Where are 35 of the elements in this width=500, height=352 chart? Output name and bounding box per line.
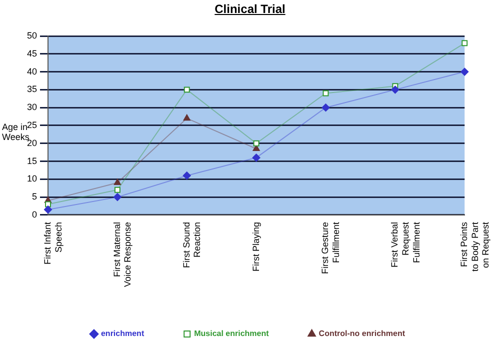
point xyxy=(391,86,400,94)
legend-label: Musical enrichment xyxy=(194,329,270,338)
x-tick-label: First Verbal Request Fulfillment xyxy=(390,221,422,268)
x-tick-label: First Infant Speech xyxy=(42,221,64,264)
x-tick-label: First Maternal Voice Response xyxy=(112,222,133,288)
point xyxy=(114,186,120,193)
point xyxy=(113,193,122,202)
point xyxy=(182,172,191,180)
y-tick-label: 25 xyxy=(26,120,37,130)
x-tick-label: First Points to Body Part on Request xyxy=(459,221,491,272)
y-tick-label: 45 xyxy=(26,48,37,58)
point xyxy=(252,154,260,162)
y-tick-label: 10 xyxy=(26,174,37,184)
point xyxy=(114,178,121,185)
y-tick-label: 35 xyxy=(26,84,37,94)
point xyxy=(183,114,190,121)
point xyxy=(322,104,330,112)
point xyxy=(45,201,51,208)
point xyxy=(44,206,52,214)
point xyxy=(460,68,469,76)
y-tick-label: 0 xyxy=(32,209,37,220)
y-tick-label: 40 xyxy=(26,66,37,76)
y-tick-label: 50 xyxy=(26,30,37,40)
x-tick-label: First Gesture Fulfillment xyxy=(320,221,342,274)
x-tick-label: First Sound Reaction xyxy=(181,222,202,268)
chart-title: Clinical Trial xyxy=(214,2,286,16)
y-tick-label: 15 xyxy=(26,156,37,166)
point xyxy=(184,86,190,93)
y-tick-label: 30 xyxy=(26,102,37,112)
point xyxy=(462,40,468,46)
legend-label: enrichment xyxy=(100,329,144,338)
legend-label: Control-no enrichment xyxy=(318,329,406,338)
x-tick-label: First Playing xyxy=(250,222,261,272)
point xyxy=(253,140,260,146)
y-tick-label: 5 xyxy=(32,192,37,202)
